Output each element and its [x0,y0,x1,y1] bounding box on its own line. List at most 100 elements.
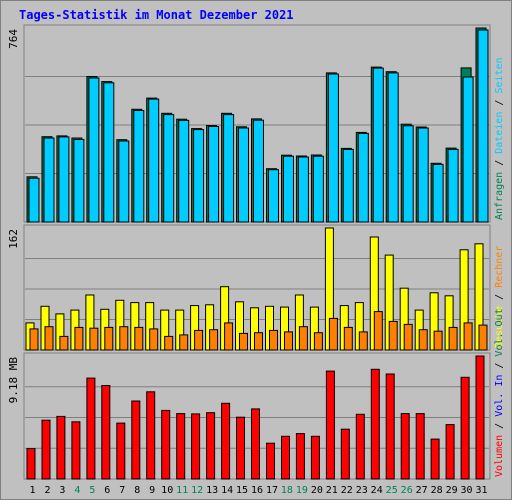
bar-6 [103,82,115,223]
bar-20 [312,155,324,223]
bar-22 [343,326,353,351]
bar-9 [148,98,160,223]
series-dateien [28,29,489,223]
bar-9 [149,328,159,351]
chart-panels: 764 Anfragen / Dateien / Seiten 162 Besuche… [7,24,505,480]
bar-16 [254,332,263,351]
bar-5 [88,77,100,223]
day-label: 23 [356,485,368,496]
legend-separator: / [494,357,505,375]
bar-19 [297,156,309,223]
day-label: 19 [296,485,308,496]
bar-2 [44,326,54,351]
bar-30 [460,376,470,480]
bar-3 [56,415,66,480]
legend-hits-files-pages: Anfragen / Dateien / Seiten [494,57,505,220]
chart-title: Tages-Statistik im Monat Dezember 2021 [19,8,294,22]
bar-23 [355,413,365,480]
bar-7 [118,140,130,223]
bar-19 [295,433,305,480]
bar-3 [58,136,70,223]
legend-separator: / [494,417,505,435]
bar-24 [370,368,380,480]
bar-4 [73,139,85,223]
bar-22 [340,428,350,480]
day-label: 25 [386,485,398,496]
legend-entry: Besuche [494,306,505,348]
bar-28 [433,330,443,351]
bar-16 [251,408,260,480]
day-label: 24 [371,485,383,496]
bar-31 [478,324,488,351]
bar-15 [236,416,245,480]
bar-2 [43,137,55,223]
bar-1 [26,448,36,480]
bar-25 [387,72,399,223]
bar-19 [298,326,308,351]
day-label: 3 [59,485,65,496]
bar-16 [253,119,264,223]
legend-entry: Volumen [494,435,505,477]
bar-5 [86,377,96,480]
bar-17 [266,442,275,480]
bar-14 [224,322,234,351]
bar-18 [283,155,294,223]
scale-label: 9.18 MB [7,357,20,404]
bar-2 [41,419,51,480]
bar-24 [373,311,383,351]
bar-23 [358,331,368,351]
day-label: 12 [191,485,203,496]
day-label: 6 [104,485,110,496]
bar-11 [178,119,190,223]
bar-29 [448,326,458,351]
bar-17 [269,329,278,351]
day-label: 22 [341,485,353,496]
day-label: 15 [236,485,248,496]
bar-13 [208,126,220,223]
bar-1 [29,328,39,351]
legend-entry: Vol. In [494,375,505,417]
bar-15 [239,332,248,351]
legend-entry: Seiten [494,57,505,93]
bar-6 [104,326,114,351]
bar-13 [206,412,216,480]
day-label: 18 [281,485,293,496]
legend-entry: Dateien [494,112,505,154]
legend-separator: / [494,288,505,306]
bar-28 [432,163,444,223]
bar-12 [193,129,205,223]
day-label: 27 [416,485,428,496]
bar-8 [134,326,144,351]
bar-27 [418,329,428,351]
bar-25 [385,373,395,480]
day-label: 8 [134,485,140,496]
bar-30 [463,322,473,351]
panel-visits-sites: 162 Besuche / Rechner [7,224,505,351]
bar-29 [445,424,455,480]
legend-visits-sites: Besuche / Rechner [494,246,505,348]
bar-10 [161,409,171,480]
day-label: 10 [161,485,173,496]
bar-26 [400,413,410,480]
bar-4 [74,326,84,351]
bar-4 [71,421,81,480]
bar-27 [417,127,429,223]
day-label: 17 [266,485,278,496]
series-volumen [26,355,485,480]
day-label: 7 [119,485,125,496]
bar-26 [403,323,413,351]
series-rechner [29,311,488,351]
day-labels: 1 2 3 4 5 6 7 8 9 10 11 12 13 14 15 16 17 18 19 20 21 22 23 24 2… [29,485,487,496]
bar-30 [462,76,474,223]
bar-27 [415,413,425,480]
bar-21 [327,73,339,223]
bar-18 [284,331,293,351]
day-label: 11 [176,485,188,496]
bar-3 [59,335,69,351]
bar-18 [281,435,290,480]
legend-entry: Vol. Out [494,308,505,356]
bar-20 [313,332,323,351]
day-label: 14 [221,485,233,496]
bar-11 [179,334,189,351]
